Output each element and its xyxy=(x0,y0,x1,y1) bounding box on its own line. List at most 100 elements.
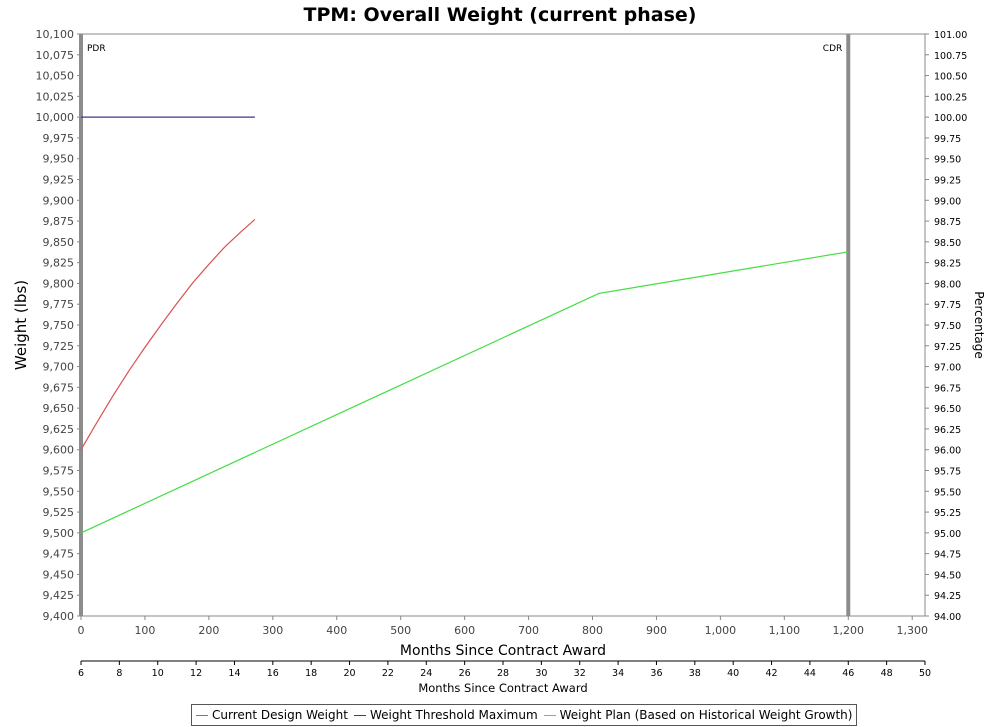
series-layer xyxy=(80,116,849,534)
y-tick-label: 9,400 xyxy=(43,610,75,623)
legend-item-current-design-weight: Current Design Weight xyxy=(196,708,348,722)
x-tick-label: 600 xyxy=(454,624,475,637)
y-tick-label: 9,525 xyxy=(43,506,75,519)
y-tick-label: 9,975 xyxy=(43,132,75,145)
milestone-cdr-bar xyxy=(846,34,851,616)
x2-tick-label: 18 xyxy=(305,668,317,679)
y-tick-label: 10,100 xyxy=(36,28,75,41)
x-tick-label: 1,100 xyxy=(769,624,801,637)
x2-tick-label: 42 xyxy=(765,668,777,679)
y2-tick-label: 97.25 xyxy=(934,342,961,353)
y-tick-label: 9,850 xyxy=(43,236,75,249)
y2-tick-label: 94.25 xyxy=(934,591,961,602)
y2-tick-label: 97.00 xyxy=(934,363,961,374)
series-line-0 xyxy=(80,218,256,451)
x2-tick-label: 22 xyxy=(382,668,394,679)
y2-tick-label: 96.50 xyxy=(934,404,961,415)
x-tick-label: 500 xyxy=(390,624,411,637)
x-tick-label: 100 xyxy=(134,624,155,637)
legend-swatch-weight-threshold-maximum xyxy=(353,714,366,716)
y-tick-label: 10,075 xyxy=(36,49,75,62)
x2-tick-label: 10 xyxy=(152,668,164,679)
x-axis-label: Months Since Contract Award xyxy=(400,643,606,659)
legend-label: Weight Plan (Based on Historical Weight … xyxy=(559,708,853,722)
x-tick-label: 800 xyxy=(582,624,603,637)
secondary-x-axis: 6 8 10 12 14 16 18 20 22 24 26 28 30 32 34 36 38 40 42 44 46… xyxy=(78,660,931,679)
y2-tick-label: 95.25 xyxy=(934,508,961,519)
y-tick-label: 10,000 xyxy=(36,111,75,124)
legend-item-weight-plan: Weight Plan (Based on Historical Weight … xyxy=(543,708,853,722)
y-tick-label: 9,750 xyxy=(43,319,75,332)
y2-tick-label: 96.00 xyxy=(934,446,961,457)
y-tick-label: 9,475 xyxy=(43,548,75,561)
legend-label: Current Design Weight xyxy=(212,708,348,722)
y-tick-label: 10,025 xyxy=(36,90,75,103)
x2-tick-label: 50 xyxy=(919,668,931,679)
x-tick-label: 0 xyxy=(78,624,85,637)
y-tick-label: 9,725 xyxy=(43,340,75,353)
x2-tick-label: 30 xyxy=(535,668,547,679)
y-tick-label: 9,950 xyxy=(43,153,75,166)
y2-tick-label: 99.50 xyxy=(934,155,961,166)
y-tick-label: 9,900 xyxy=(43,194,75,207)
x2-tick-label: 20 xyxy=(343,668,355,679)
x2-tick-label: 32 xyxy=(574,668,586,679)
y2-tick-label: 99.75 xyxy=(934,134,961,145)
y-axis-label: Weight (lbs) xyxy=(12,280,30,370)
chart-title: TPM: Overall Weight (current phase) xyxy=(304,4,697,26)
x-tick-label: 1,200 xyxy=(833,624,865,637)
y2-tick-label: 100.50 xyxy=(934,72,967,83)
x-tick-label: 300 xyxy=(262,624,283,637)
x-tick-label: 200 xyxy=(198,624,219,637)
y2-tick-label: 100.75 xyxy=(934,51,967,62)
x2-tick-label: 40 xyxy=(727,668,739,679)
x2-tick-label: 48 xyxy=(881,668,893,679)
y2-tick-label: 100.00 xyxy=(934,113,967,124)
y2-tick-label: 97.75 xyxy=(934,300,961,311)
x2-tick-label: 34 xyxy=(612,668,624,679)
x-axis: 0 100 200 300 400 500 600 700 800 900 1,000 1,100 1,… xyxy=(78,616,928,637)
y2-tick-label: 94.00 xyxy=(934,612,961,623)
x-tick-label: 700 xyxy=(518,624,539,637)
y2-tick-label: 95.75 xyxy=(934,467,961,478)
y-tick-label: 9,800 xyxy=(43,277,75,290)
y-tick-label: 10,050 xyxy=(36,70,75,83)
y2-tick-label: 97.50 xyxy=(934,321,961,332)
x2-tick-label: 38 xyxy=(689,668,701,679)
y-tick-label: 9,500 xyxy=(43,527,75,540)
y-tick-label: 9,700 xyxy=(43,361,75,374)
y-tick-label: 9,825 xyxy=(43,257,75,270)
y2-tick-label: 101.00 xyxy=(934,30,967,41)
legend-item-weight-threshold-maximum: Weight Threshold Maximum xyxy=(353,708,538,722)
x2-tick-label: 46 xyxy=(842,668,854,679)
milestone-cdr-label: CDR xyxy=(823,44,842,54)
y-tick-label: 9,775 xyxy=(43,298,75,311)
y-tick-label: 9,650 xyxy=(43,402,75,415)
x-tick-label: 1,000 xyxy=(705,624,737,637)
y2-tick-label: 98.00 xyxy=(934,279,961,290)
y2-tick-label: 99.00 xyxy=(934,196,961,207)
y2-tick-label: 100.25 xyxy=(934,92,967,103)
x2-tick-label: 16 xyxy=(267,668,279,679)
plot-area xyxy=(80,33,926,617)
x-tick-label: 400 xyxy=(326,624,347,637)
legend-label: Weight Threshold Maximum xyxy=(369,708,538,722)
y2-tick-label: 98.50 xyxy=(934,238,961,249)
x2-tick-label: 6 xyxy=(78,668,84,679)
y-axis-left: 9,400 9,425 9,450 9,475 9,500 9,525 9,550 9,575… xyxy=(36,28,81,623)
series-line-2 xyxy=(80,251,849,534)
y-tick-label: 9,575 xyxy=(43,465,75,478)
legend: Current Design Weight Weight Threshold M… xyxy=(191,704,858,726)
y-tick-label: 9,675 xyxy=(43,381,75,394)
y-tick-label: 9,450 xyxy=(43,568,75,581)
y-tick-label: 9,625 xyxy=(43,423,75,436)
x-tick-label: 1,300 xyxy=(896,624,928,637)
legend-swatch-current-design-weight xyxy=(196,714,208,716)
y2-tick-label: 95.50 xyxy=(934,487,961,498)
y2-tick-label: 98.75 xyxy=(934,217,961,228)
y-tick-label: 9,425 xyxy=(43,589,75,602)
y2-tick-label: 94.75 xyxy=(934,550,961,561)
plot-frame xyxy=(80,33,926,617)
x2-tick-label: 8 xyxy=(116,668,122,679)
